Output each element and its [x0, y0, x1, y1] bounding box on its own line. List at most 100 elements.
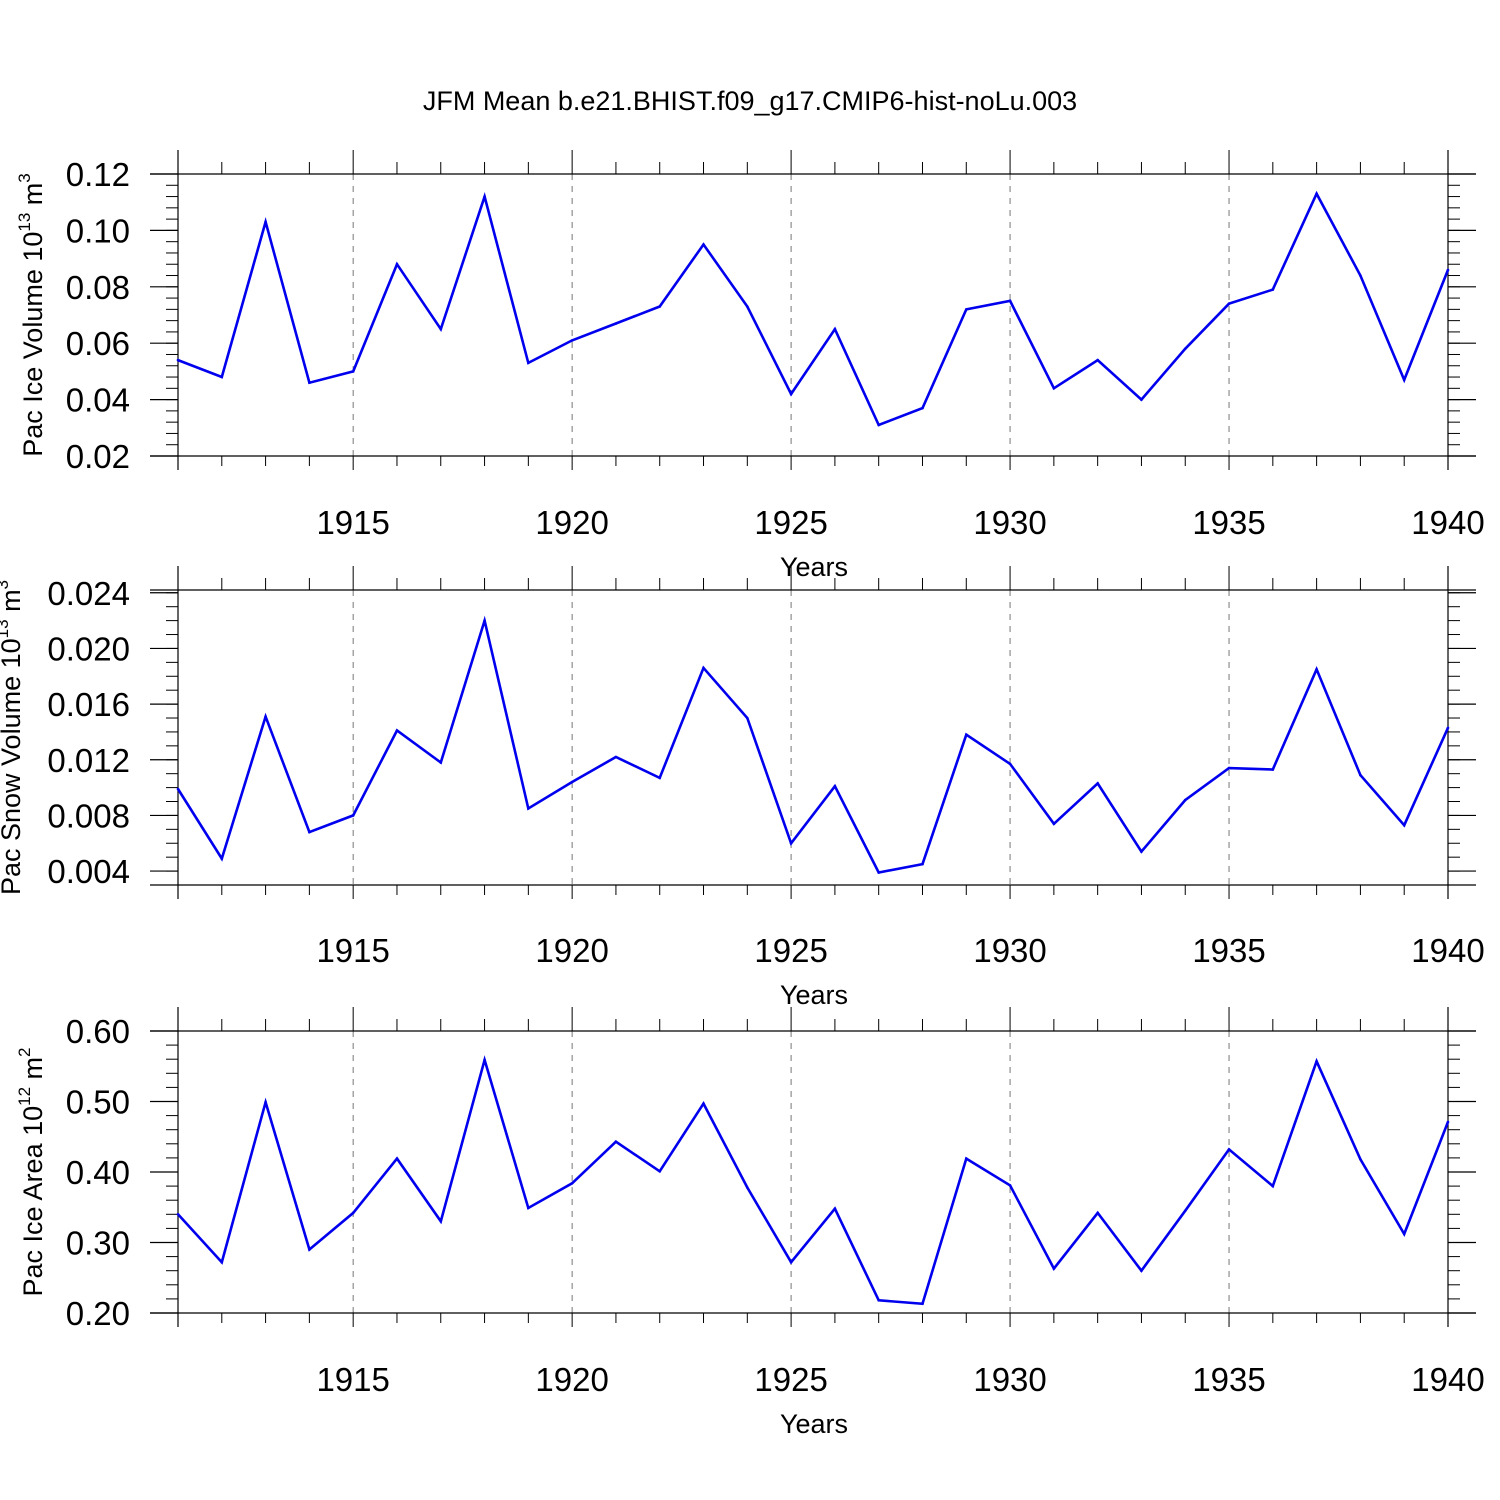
y-axis-title-unit: m — [18, 183, 48, 213]
y-tick-label: 0.30 — [66, 1225, 130, 1262]
data-point — [1446, 1120, 1450, 1124]
data-point — [395, 729, 399, 732]
y-axis-title: Pac Snow Volume 1013 m3 — [0, 580, 26, 895]
x-tick-label: 1925 — [754, 1361, 827, 1398]
data-point — [965, 308, 968, 311]
data-point — [1315, 1060, 1318, 1063]
panels: 0.02 0.04 0.06 0.08 0.10 0.12 1915 1920 1925 1930… — [0, 150, 1485, 1439]
data-point — [614, 322, 618, 325]
y-tick-label: 0.024 — [47, 575, 130, 612]
data-point — [1052, 387, 1056, 390]
data-point — [658, 305, 661, 308]
y-tick-label: 0.012 — [47, 742, 130, 779]
data-point — [833, 1207, 837, 1210]
y-tick-label: 0.004 — [47, 853, 130, 890]
y-tick-label: 0.016 — [47, 686, 130, 723]
data-point — [308, 1248, 311, 1251]
y-tick-label: 0.06 — [66, 325, 130, 362]
data-point — [1315, 192, 1318, 195]
data-point — [746, 1186, 749, 1189]
y-tick-label: 0.50 — [66, 1084, 130, 1121]
data-point — [1271, 1184, 1275, 1188]
y-tick-label: 0.020 — [47, 630, 130, 667]
data-point — [1096, 358, 1099, 362]
y-tick-label: 0.04 — [66, 382, 130, 419]
data-point — [877, 871, 880, 874]
data-point — [1096, 782, 1099, 785]
data-point — [789, 842, 793, 845]
x-tick-label: 1940 — [1411, 504, 1484, 541]
data-point — [658, 776, 661, 780]
y-axis-title-unit-exponent: 3 — [0, 580, 12, 589]
data-point — [308, 830, 311, 834]
data-point — [1008, 762, 1012, 766]
data-point — [1359, 773, 1362, 777]
data-point — [1271, 288, 1275, 291]
data-point — [789, 1260, 793, 1264]
y-axis-title-exponent: 13 — [15, 213, 34, 232]
data-point — [176, 787, 180, 791]
data-point — [176, 1213, 180, 1216]
data-point — [1140, 850, 1143, 853]
data-point — [1315, 668, 1318, 671]
data-point — [965, 733, 968, 736]
data-point — [746, 716, 749, 720]
data-point — [1052, 822, 1056, 826]
y-axis-title-exponent: 12 — [15, 1087, 34, 1106]
x-tick-label: 1915 — [316, 932, 389, 969]
y-axis-title-text: Pac Ice Volume 10 — [18, 232, 48, 457]
data-point — [220, 857, 224, 860]
data-point — [1052, 1267, 1056, 1270]
y-axis-title-exponent: 13 — [0, 619, 12, 638]
data-point — [483, 195, 486, 198]
data-point — [439, 1220, 443, 1223]
y-axis-title: Pac Ice Volume 1013 m3 — [15, 173, 48, 457]
y-axis-title: Pac Ice Area 1012 m2 — [15, 1047, 48, 1296]
data-point — [614, 1140, 618, 1143]
y-tick-label: 0.02 — [66, 438, 130, 475]
data-point — [220, 375, 224, 379]
series-line-ice-area — [177, 1055, 1450, 1306]
y-tick-label: 0.12 — [66, 156, 130, 193]
data-point — [527, 1206, 530, 1210]
x-axis-title: Years — [780, 552, 848, 582]
data-point — [483, 1058, 486, 1062]
data-point — [1227, 1148, 1231, 1151]
y-axis-title-text: Pac Ice Area 10 — [18, 1106, 48, 1297]
data-point — [702, 1102, 705, 1105]
data-point — [439, 761, 443, 764]
x-tick-label: 1920 — [535, 504, 608, 541]
x-tick-label: 1925 — [754, 504, 827, 541]
data-point — [570, 339, 574, 342]
x-tick-label: 1940 — [1411, 1361, 1484, 1398]
y-tick-label: 0.60 — [66, 1013, 130, 1050]
data-point — [1183, 1209, 1187, 1213]
x-axis-title: Years — [780, 1409, 848, 1439]
data-point — [264, 715, 267, 718]
x-tick-label: 1920 — [535, 932, 608, 969]
data-point — [1271, 768, 1275, 771]
y-axis-title-unit-exponent: 3 — [15, 173, 34, 182]
y-tick-label: 0.008 — [47, 797, 130, 834]
data-point — [1008, 299, 1012, 303]
data-point — [1183, 798, 1187, 802]
chart-panel-ice-area: 0.20 0.30 0.40 0.50 0.60 1915 1920 1925 1930 1935… — [15, 1007, 1485, 1439]
data-point — [1227, 302, 1231, 306]
x-tick-label: 1930 — [973, 932, 1046, 969]
x-axis-title: Years — [780, 980, 848, 1010]
data-point — [264, 220, 267, 224]
data-point — [833, 784, 837, 788]
x-tick-label: 1915 — [316, 504, 389, 541]
x-tick-label: 1915 — [316, 1361, 389, 1398]
data-point — [1227, 766, 1231, 770]
data-point — [921, 862, 924, 866]
data-point — [351, 814, 355, 817]
y-tick-label: 0.10 — [66, 212, 130, 249]
data-point — [1140, 1269, 1143, 1272]
data-point — [308, 381, 311, 385]
chart-panel-snow-volume: 0.004 0.008 0.012 0.016 0.020 0.024 1915 1920 19… — [0, 566, 1485, 1010]
data-point — [1446, 268, 1450, 272]
data-point — [264, 1100, 267, 1104]
data-point — [570, 1182, 574, 1185]
